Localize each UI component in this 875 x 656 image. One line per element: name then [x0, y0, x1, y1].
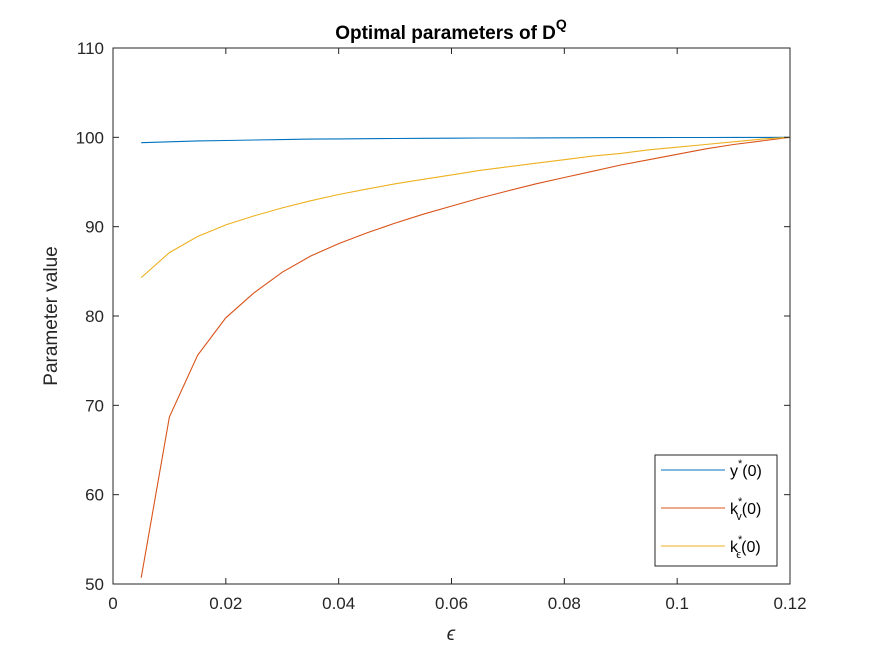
- x-tick-label: 0.1: [665, 594, 689, 613]
- x-tick-label: 0.02: [209, 594, 242, 613]
- y-tick-label: 70: [85, 396, 104, 415]
- series-line-3: [140, 136, 791, 279]
- legend-label-2: k* v(0): [730, 496, 761, 523]
- y-tick-label: 80: [85, 307, 104, 326]
- y-tick-label: 60: [85, 486, 104, 505]
- series-line-2: [140, 136, 791, 578]
- legend-label-1: y*(0): [730, 458, 762, 480]
- legend-label-3: k* ϵ(0): [730, 534, 761, 561]
- plot-area: 0 0.02 0.04 0.06 0.08 0.1 0.12 50 60 70 80 90 100 110: [76, 39, 807, 613]
- y-tick-label: 90: [85, 218, 104, 237]
- x-axis-label: ϵ: [447, 624, 456, 645]
- y-tick-label: 110: [77, 39, 104, 58]
- legend-box: [654, 454, 778, 567]
- x-tick-label: 0: [108, 594, 117, 613]
- x-tick-label: 0.08: [548, 594, 581, 613]
- chart-title-superscript: Q: [556, 16, 567, 32]
- series-line-1: [141, 136, 791, 144]
- x-tick-label: 0.12: [773, 594, 806, 613]
- x-tick-label: 0.06: [435, 594, 468, 613]
- legend: y*(0) k* v(0) k* ϵ(0): [654, 454, 778, 567]
- y-tick-label: 50: [85, 575, 104, 594]
- y-tick-label: 100: [76, 128, 104, 147]
- series-layer: [140, 136, 791, 578]
- x-tick-label: 0.04: [322, 594, 355, 613]
- y-axis-label: Parameter value: [41, 246, 62, 385]
- chart-title-main: Optimal parameters of D: [335, 23, 556, 44]
- tick-layer: 0 0.02 0.04 0.06 0.08 0.1 0.12 50 60 70 80 90 100 110: [76, 39, 807, 613]
- chart-title: Optimal parameters of DQ: [335, 16, 567, 44]
